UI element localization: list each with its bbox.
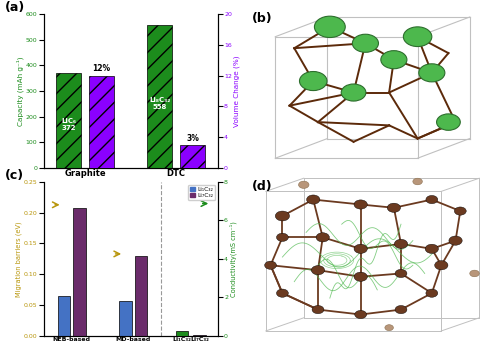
Text: (a): (a) [5, 1, 26, 14]
Text: (d): (d) [252, 180, 272, 193]
Circle shape [265, 261, 276, 270]
Circle shape [449, 236, 462, 245]
Circle shape [306, 195, 320, 204]
Circle shape [454, 207, 466, 215]
Circle shape [354, 244, 367, 253]
Circle shape [395, 269, 407, 278]
Text: Li₈C₃₂
558: Li₈C₃₂ 558 [149, 97, 170, 110]
Bar [194, 335, 206, 336]
Bar [176, 331, 188, 336]
Circle shape [275, 211, 289, 221]
Circle shape [354, 272, 367, 281]
Y-axis label: Capacity (mAh g⁻¹): Capacity (mAh g⁻¹) [16, 56, 24, 126]
Bar [119, 301, 132, 336]
Circle shape [352, 34, 378, 52]
Circle shape [426, 289, 438, 297]
Circle shape [276, 233, 288, 241]
Bar [89, 76, 114, 168]
Bar [180, 145, 205, 168]
Circle shape [316, 233, 330, 242]
Text: (c): (c) [5, 169, 24, 182]
Circle shape [354, 200, 367, 209]
Circle shape [387, 203, 401, 212]
Circle shape [419, 64, 445, 82]
Text: LiC₆
372: LiC₆ 372 [61, 119, 76, 131]
Circle shape [355, 310, 366, 318]
Circle shape [426, 196, 438, 203]
Circle shape [315, 16, 345, 37]
Circle shape [470, 270, 479, 277]
Circle shape [300, 71, 327, 91]
Bar [135, 256, 147, 336]
Legend: Li₁C₃₂, Li₇C₃₂: Li₁C₃₂, Li₇C₃₂ [188, 185, 215, 200]
Circle shape [341, 84, 366, 101]
Circle shape [312, 306, 324, 314]
Circle shape [403, 27, 432, 46]
Circle shape [276, 289, 288, 297]
Bar [73, 208, 86, 336]
Circle shape [381, 51, 407, 69]
Y-axis label: Volume Change (%): Volume Change (%) [233, 55, 240, 127]
Text: 3%: 3% [186, 134, 199, 143]
Text: (b): (b) [252, 12, 272, 25]
Circle shape [435, 261, 448, 270]
Bar [56, 72, 81, 168]
Circle shape [394, 239, 408, 248]
Circle shape [437, 114, 460, 130]
Y-axis label: Conductivity(mS cm⁻¹): Conductivity(mS cm⁻¹) [229, 221, 237, 297]
Circle shape [413, 178, 423, 185]
Circle shape [385, 325, 393, 331]
Circle shape [395, 306, 407, 314]
Circle shape [299, 181, 309, 188]
Circle shape [425, 244, 439, 253]
Text: 12%: 12% [92, 64, 111, 72]
Bar [58, 296, 71, 336]
Y-axis label: Migration barriers (eV): Migration barriers (eV) [15, 221, 22, 297]
Circle shape [311, 266, 325, 275]
Bar [147, 25, 172, 168]
